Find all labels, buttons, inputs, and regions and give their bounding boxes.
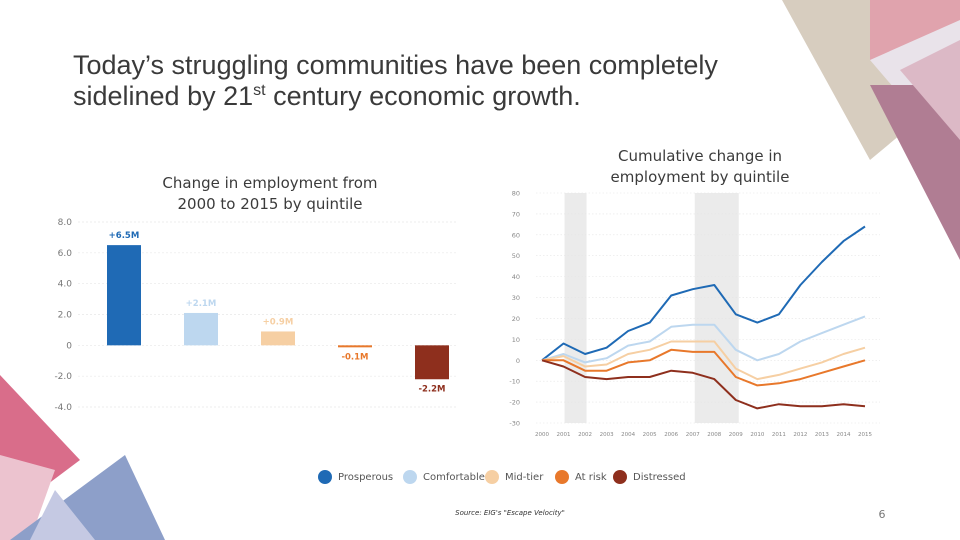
bar-midtier — [261, 331, 295, 346]
bar-chart: 8.0 6.0 4.0 2.0 0 -2.0 -4.0 +6.5M +2.1M +0.9M -0.1… — [54, 218, 458, 413]
bar-ytick-label: -2.0 — [54, 372, 72, 382]
line-series-comfortable — [541, 315, 866, 364]
bar-ytick-label: 8.0 — [58, 218, 73, 228]
deco-top-mauve — [870, 85, 960, 260]
title-line-2-end: century economic growth. — [265, 81, 581, 111]
deco-bottom-lightpink — [0, 455, 55, 540]
line-ytick-label: -10 — [509, 378, 520, 386]
bar-data-label: +0.9M — [263, 317, 294, 327]
slide-title: Today’s struggling communities have been… — [73, 50, 793, 112]
legend-swatch — [555, 470, 569, 484]
line-ytick-label: 20 — [512, 315, 520, 323]
bar-data-label: +6.5M — [109, 231, 140, 241]
legend-item-distressed: Distressed — [613, 466, 686, 488]
bar-ytick-label: 0 — [66, 341, 72, 351]
line-xtick-label: 2015 — [858, 432, 872, 438]
bar-ytick-label: -4.0 — [54, 403, 72, 413]
line-ytick-label: -30 — [509, 420, 520, 428]
legend-label: Distressed — [633, 471, 686, 483]
bar-prosperous — [107, 245, 141, 346]
line-ytick-label: 40 — [512, 273, 520, 281]
source-note: Source: EIG's "Escape Velocity" — [455, 509, 565, 517]
line-ytick-label: 30 — [512, 294, 520, 302]
bar-chart-title: Change in employment from 2000 to 2015 b… — [162, 174, 378, 213]
chart-legend: Prosperous Comfortable Mid-tier At risk Dist… — [318, 466, 698, 488]
title-line-1: Today’s struggling communities have been… — [73, 50, 718, 80]
line-xtick-label: 2006 — [664, 432, 678, 438]
title-line-2: sidelined by 21st century economic growt… — [73, 81, 793, 112]
line-xtick-label: 2014 — [836, 432, 850, 438]
line-ytick-label: 60 — [512, 231, 520, 239]
bar-data-label: +2.1M — [186, 299, 217, 309]
page-number: 6 — [878, 508, 886, 521]
line-ytick-label: -20 — [509, 399, 520, 407]
line-xtick-label: 2001 — [557, 432, 571, 438]
deco-top-lightpink — [900, 40, 960, 140]
line-xtick-label: 2009 — [729, 432, 743, 438]
bar-comfortable — [184, 312, 218, 346]
deco-bottom-lightblue — [30, 490, 95, 540]
line-xtick-label: 2011 — [772, 432, 786, 438]
line-ytick-label: 0 — [516, 357, 520, 365]
line-xtick-label: 2003 — [600, 432, 614, 438]
title-superscript: st — [253, 82, 266, 99]
legend-label: Comfortable — [423, 471, 485, 483]
line-ytick-label: 70 — [512, 210, 520, 218]
legend-swatch — [485, 470, 499, 484]
legend-item-prosperous: Prosperous — [318, 466, 393, 488]
line-xtick-label: 2007 — [686, 432, 700, 438]
line-xtick-label: 2000 — [535, 432, 549, 438]
line-series-atrisk — [542, 348, 866, 387]
bar-ytick-label: 2.0 — [58, 311, 73, 321]
bar-data-label: -0.1M — [341, 352, 368, 362]
legend-item-atrisk: At risk — [555, 466, 607, 488]
bar-distressed — [415, 345, 449, 380]
legend-item-midtier: Mid-tier — [485, 466, 543, 488]
line-series-midtier — [541, 340, 866, 381]
line-xtick-label: 2013 — [815, 432, 829, 438]
line-xtick-label: 2002 — [578, 432, 592, 438]
line-ytick-label: 80 — [512, 190, 520, 198]
line-chart-title: Cumulative change in employment by quint… — [610, 147, 790, 186]
legend-swatch — [613, 470, 627, 484]
bar-atrisk — [338, 345, 372, 348]
line-xtick-label: 2012 — [793, 432, 807, 438]
legend-swatch — [403, 470, 417, 484]
line-ytick-label: 50 — [512, 252, 520, 260]
line-xtick-label: 2004 — [621, 432, 635, 438]
title-line-2-start: sidelined by 21 — [73, 81, 254, 111]
bar-ytick-label: 6.0 — [58, 249, 73, 259]
legend-label: Mid-tier — [505, 471, 544, 483]
line-xtick-label: 2010 — [750, 432, 764, 438]
line-series-distressed — [541, 359, 866, 410]
line-xtick-label: 2008 — [707, 432, 721, 438]
legend-item-comfortable: Comfortable — [403, 466, 485, 488]
bar-data-label: -2.2M — [418, 384, 445, 394]
line-ytick-label: 10 — [512, 336, 520, 344]
line-xtick-label: 2005 — [643, 432, 657, 438]
bar-ytick-label: 4.0 — [58, 280, 73, 290]
line-series-prosperous — [541, 225, 866, 362]
legend-label: Prosperous — [338, 471, 394, 483]
legend-label: At risk — [575, 471, 607, 483]
legend-swatch — [318, 470, 332, 484]
recession-band — [564, 193, 587, 423]
